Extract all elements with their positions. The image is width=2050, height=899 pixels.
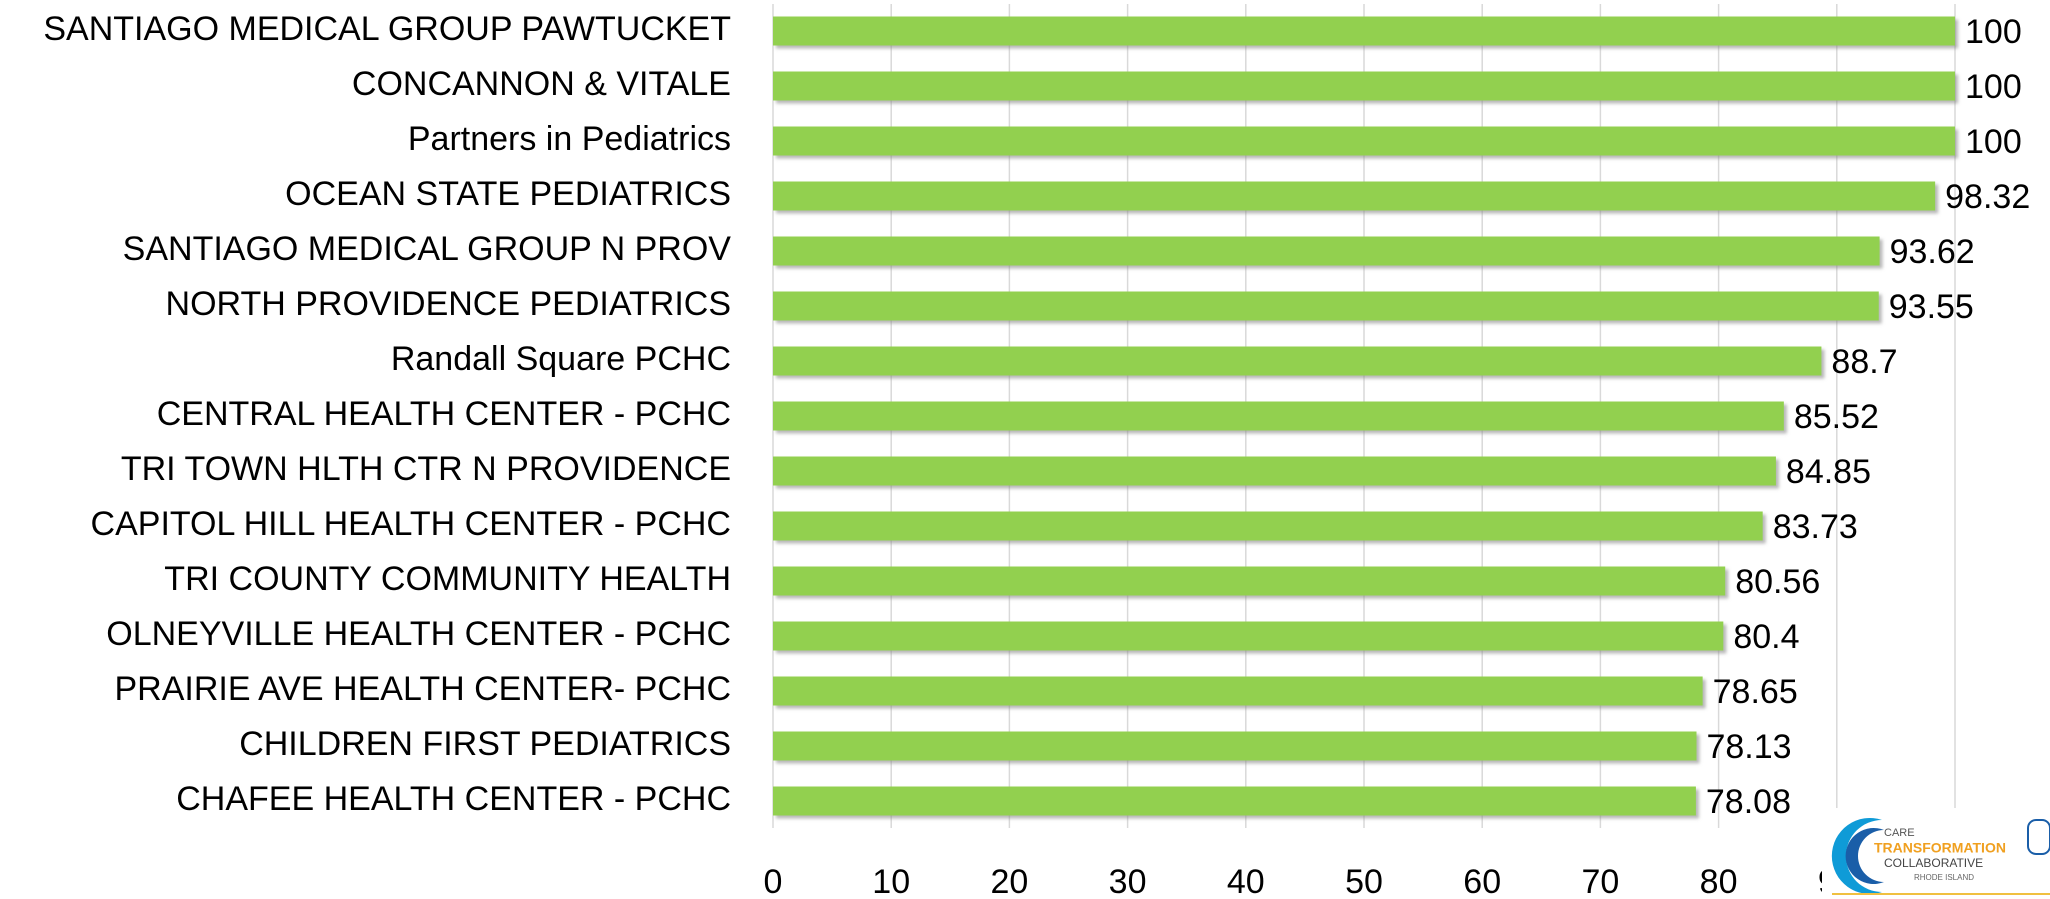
logo-text: CARE (1884, 827, 1915, 839)
y-tick-label: Randall Square PCHC (391, 340, 731, 378)
data-label: 78.65 (1713, 673, 1798, 711)
y-tick-label: OCEAN STATE PEDIATRICS (285, 175, 731, 213)
y-tick-label: CONCANNON & VITALE (352, 65, 731, 103)
data-label: 78.13 (1706, 728, 1791, 766)
bar (773, 291, 1879, 321)
logo-swirl (1831, 818, 1882, 894)
bar (773, 126, 1955, 156)
x-tick-label: 30 (1109, 863, 1147, 899)
bar (773, 401, 1784, 431)
bar (773, 181, 1936, 211)
bar (773, 621, 1724, 651)
data-label: 80.4 (1733, 618, 1799, 656)
bar (773, 511, 1763, 541)
y-tick-label: CHAFEE HEALTH CENTER - PCHC (176, 780, 731, 818)
bar (773, 236, 1880, 266)
y-tick-label: OLNEYVILLE HEALTH CENTER - PCHC (106, 615, 731, 653)
y-tick-label: SANTIAGO MEDICAL GROUP N PROV (123, 230, 732, 268)
logo-icon (2027, 819, 2050, 855)
x-tick-label: 50 (1345, 863, 1383, 899)
bar (773, 786, 1696, 816)
data-label: 84.85 (1786, 453, 1871, 491)
y-tick-label: CHILDREN FIRST PEDIATRICS (239, 725, 731, 763)
data-label: 83.73 (1773, 508, 1858, 546)
y-tick-label: TRI TOWN HLTH CTR N PROVIDENCE (121, 450, 731, 488)
data-label: 100 (1965, 123, 2022, 161)
bar (773, 71, 1955, 101)
y-tick-label: SANTIAGO MEDICAL GROUP PAWTUCKET (43, 10, 731, 48)
bar (773, 346, 1822, 376)
data-label: 98.32 (1945, 178, 2030, 216)
logo-text: COLLABORATIVE (1884, 856, 1983, 870)
data-label: 100 (1965, 13, 2022, 51)
x-tick-label: 10 (872, 863, 910, 899)
data-label: 80.56 (1735, 563, 1820, 601)
bar (773, 676, 1703, 706)
x-tick-label: 80 (1700, 863, 1738, 899)
y-tick-label: PRAIRIE AVE HEALTH CENTER- PCHC (114, 670, 731, 708)
data-label: 93.62 (1890, 233, 1975, 271)
logo-text: RHODE ISLAND (1914, 873, 1974, 882)
data-label: 100 (1965, 68, 2022, 106)
x-tick-label: 0 (764, 863, 783, 899)
logo-swirl-inner (1845, 828, 1884, 884)
y-tick-label: CAPITOL HILL HEALTH CENTER - PCHC (91, 505, 731, 543)
x-tick-label: 60 (1463, 863, 1501, 899)
bar (773, 456, 1776, 486)
bar (773, 16, 1955, 46)
bar (773, 731, 1697, 761)
y-tick-label: Partners in Pediatrics (408, 120, 731, 158)
data-label: 93.55 (1889, 288, 1974, 326)
logo-text: TRANSFORMATION (1874, 840, 2006, 856)
data-label: 78.08 (1706, 783, 1791, 821)
logo: CARE TRANSFORMATION COLLABORATIVE RHODE … (1822, 808, 2050, 899)
data-label: 88.7 (1831, 343, 1897, 381)
x-tick-label: 70 (1581, 863, 1619, 899)
data-label: 85.52 (1794, 398, 1879, 436)
y-tick-label: NORTH PROVIDENCE PEDIATRICS (166, 285, 731, 323)
y-tick-label: CENTRAL HEALTH CENTER - PCHC (157, 395, 731, 433)
bar (773, 566, 1726, 596)
y-tick-label: TRI COUNTY COMMUNITY HEALTH (164, 560, 731, 598)
x-tick-label: 20 (990, 863, 1028, 899)
x-tick-label: 40 (1227, 863, 1265, 899)
